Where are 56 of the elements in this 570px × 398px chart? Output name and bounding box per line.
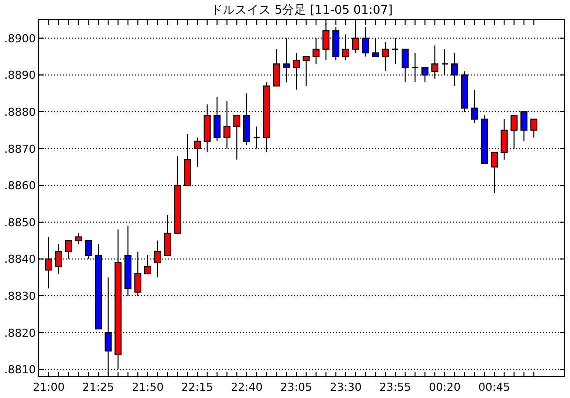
y-tick-label: .8810 (4, 364, 36, 377)
candlestick (372, 38, 380, 58)
candlestick (273, 48, 280, 87)
y-tick-label: .8850 (4, 216, 36, 230)
candlestick (402, 48, 409, 84)
x-tick-label: 23:05 (280, 381, 312, 394)
candlestick (46, 236, 52, 290)
candlestick (144, 255, 152, 274)
candlestick (412, 52, 419, 84)
candlestick (432, 45, 439, 80)
candlestick (253, 126, 260, 150)
candlestick (194, 137, 201, 168)
x-tick-label: 23:55 (380, 381, 412, 394)
candlestick (224, 100, 231, 150)
candlestick (75, 232, 82, 246)
candlestick (441, 48, 449, 76)
y-tick-label: .8840 (4, 253, 36, 266)
candlestick (382, 42, 390, 72)
x-tick-label: 23:30 (330, 381, 362, 394)
candlestick (520, 112, 528, 142)
candlestick (451, 52, 458, 87)
candlestick (471, 89, 478, 124)
candlestick (302, 56, 310, 87)
candlestick (530, 118, 538, 138)
y-tick-label: .8900 (4, 32, 36, 46)
candlestick (342, 34, 350, 61)
candlestick (362, 26, 370, 58)
x-tick-label: 22:15 (182, 381, 214, 394)
candlestick (65, 240, 72, 260)
candlestick (154, 240, 162, 278)
candlestick (164, 214, 172, 256)
x-tick-label: 00:20 (429, 381, 461, 394)
x-tick-label: 22:40 (231, 381, 263, 394)
candlestick (55, 244, 62, 274)
x-tick-label: 21:50 (132, 381, 164, 394)
candlestick (234, 115, 241, 160)
y-tick-label: .8820 (4, 326, 36, 340)
y-tick-label: .8880 (4, 106, 36, 120)
y-tick-label: .8860 (4, 180, 36, 193)
candlestick (422, 67, 429, 84)
x-tick-label: 21:00 (33, 381, 65, 394)
candlestick (214, 96, 221, 142)
y-tick-label: .8890 (4, 69, 36, 82)
x-tick-label: 21:25 (82, 381, 114, 394)
candlestick (293, 52, 300, 90)
y-tick-label: .8870 (4, 142, 36, 156)
candlestick (500, 118, 508, 160)
candlestick (85, 240, 92, 260)
x-tick-label: 00:45 (478, 381, 510, 394)
candlestick (283, 38, 290, 84)
chart-title: ドルスイス 5分足 [11-05 01:07] (211, 3, 393, 17)
y-tick-label: .8830 (4, 290, 36, 304)
candlestick (134, 251, 142, 297)
candlestick (312, 38, 320, 65)
candlestick (491, 152, 498, 194)
candlestick (510, 115, 518, 150)
